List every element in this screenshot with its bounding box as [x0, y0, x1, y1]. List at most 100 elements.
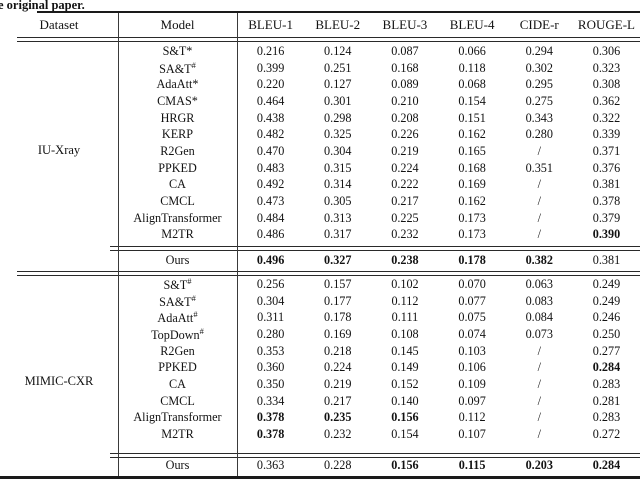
column-header-model: Model [160, 16, 195, 32]
metric-value: / [537, 393, 541, 408]
model-name: Ours [165, 252, 190, 267]
metric-value: 0.107 [458, 427, 486, 442]
metric-value: 0.112 [391, 293, 419, 308]
metric-value: 0.322 [592, 110, 621, 125]
metric-value: / [537, 343, 541, 358]
metric-value: 0.301 [324, 93, 352, 108]
model-name: SA&T# [159, 59, 196, 76]
metric-value: 0.381 [592, 177, 621, 192]
metric-value: / [537, 227, 541, 242]
metric-value: 0.343 [525, 110, 553, 125]
metric-value: 0.470 [256, 143, 285, 158]
table-row: PPKED 0.483 0.315 0.224 0.168 0.351 0.376 [0, 160, 640, 177]
metric-value: 0.251 [324, 60, 352, 75]
vertical-rule-model-metrics [237, 13, 238, 476]
metric-value: 0.325 [324, 127, 352, 142]
metric-value: 0.127 [324, 77, 352, 92]
table-row: CMAS* 0.464 0.301 0.210 0.154 0.275 0.362 [0, 93, 640, 110]
metric-value: 0.360 [256, 360, 285, 375]
metric-value: 0.156 [391, 458, 419, 472]
metric-value: 0.284 [592, 360, 621, 375]
metric-value: 0.283 [592, 376, 621, 391]
metric-value: 0.390 [592, 227, 621, 242]
metric-value: 0.168 [458, 160, 486, 175]
metric-value: 0.224 [391, 160, 419, 175]
table-row: Ours 0.363 0.228 0.156 0.115 0.203 0.284 [0, 456, 640, 475]
section-mimic-cxr-rows: S&T# 0.256 0.157 0.102 0.070 0.063 0.249 SA&T# 0… [0, 276, 640, 443]
metric-value: 0.068 [458, 77, 486, 92]
metric-value: 0.066 [458, 43, 486, 58]
metric-value: 0.225 [391, 210, 419, 225]
metric-value: 0.084 [525, 310, 553, 325]
metric-value: 0.165 [458, 143, 486, 158]
metric-value: 0.178 [324, 310, 352, 325]
metric-value: 0.151 [458, 110, 486, 125]
table-row: R2Gen 0.353 0.218 0.145 0.103 / 0.277 [0, 343, 640, 360]
table-row: CA 0.492 0.314 0.222 0.169 / 0.381 [0, 177, 640, 194]
metric-value: 0.232 [391, 227, 419, 242]
model-name: CA [169, 177, 186, 192]
table-row: Ours 0.496 0.327 0.238 0.178 0.382 0.381 [0, 250, 640, 270]
model-name: M2TR [161, 227, 194, 242]
column-header-cider: CIDE-r [519, 16, 559, 32]
model-name: PPKED [158, 360, 197, 375]
metric-value: 0.304 [324, 143, 352, 158]
model-name: KERP [161, 127, 194, 142]
metric-value: 0.224 [324, 360, 352, 375]
column-header-rougel: ROUGE-L [577, 16, 635, 32]
column-header-bleu3: BLEU-3 [382, 16, 428, 32]
model-superscript: # [191, 59, 196, 70]
metric-value: 0.220 [256, 77, 285, 92]
metric-value: 0.083 [525, 293, 553, 308]
metric-value: 0.156 [391, 410, 419, 425]
metric-value: 0.353 [256, 343, 285, 358]
metric-value: / [537, 177, 541, 192]
metric-value: 0.308 [592, 77, 621, 92]
metric-value: 0.232 [324, 427, 352, 442]
metric-value: / [537, 376, 541, 391]
model-name: TopDown# [151, 325, 204, 342]
metric-value: 0.317 [324, 227, 352, 242]
model-name: R2Gen [160, 143, 195, 158]
table-row: AlignTransformer 0.378 0.235 0.156 0.112 / 0.2… [0, 410, 640, 427]
metric-value: 0.173 [458, 210, 486, 225]
model-name: S&T* [162, 43, 193, 58]
table-bottom-rule [0, 476, 640, 479]
metric-value: 0.208 [391, 110, 419, 125]
metric-value: / [537, 427, 541, 442]
metric-value: 0.438 [256, 110, 285, 125]
metric-value: 0.256 [256, 276, 285, 291]
metric-value: 0.492 [256, 177, 285, 192]
metric-value: 0.238 [391, 252, 419, 267]
metric-value: 0.108 [391, 326, 419, 341]
model-name: PPKED [158, 160, 197, 175]
column-header-bleu2: BLEU-2 [315, 16, 361, 32]
dataset-label-mimic-cxr: MIMIC-CXR [24, 374, 94, 388]
metric-value: 0.222 [391, 177, 419, 192]
metric-value: 0.073 [525, 326, 553, 341]
metric-value: 0.102 [391, 276, 419, 291]
metric-value: 0.219 [391, 143, 419, 158]
metric-value: 0.399 [256, 60, 285, 75]
metric-value: 0.235 [324, 410, 352, 425]
metric-value: 0.339 [592, 127, 621, 142]
metric-value: 0.378 [592, 194, 621, 209]
metric-value: 0.140 [391, 393, 419, 408]
metric-value: 0.070 [458, 276, 486, 291]
model-name: AlignTransformer [133, 210, 222, 225]
metric-value: 0.315 [324, 160, 352, 175]
model-superscript: # [193, 309, 198, 320]
metric-value: 0.124 [324, 43, 352, 58]
metric-value: 0.169 [324, 326, 352, 341]
table-row: SA&T# 0.399 0.251 0.168 0.118 0.302 0.323 [0, 60, 640, 77]
table-row: AdaAtt# 0.311 0.178 0.111 0.075 0.084 0.246 [0, 309, 640, 326]
metric-value: 0.217 [391, 194, 419, 209]
metric-value: 0.169 [458, 177, 486, 192]
model-name: SA&T# [159, 292, 196, 309]
metric-value: 0.486 [256, 227, 285, 242]
header-separator-rule [17, 37, 640, 42]
metric-value: 0.152 [391, 376, 419, 391]
metric-value: 0.203 [525, 458, 553, 472]
dataset-label-iu-xray: IU-Xray [37, 143, 81, 157]
